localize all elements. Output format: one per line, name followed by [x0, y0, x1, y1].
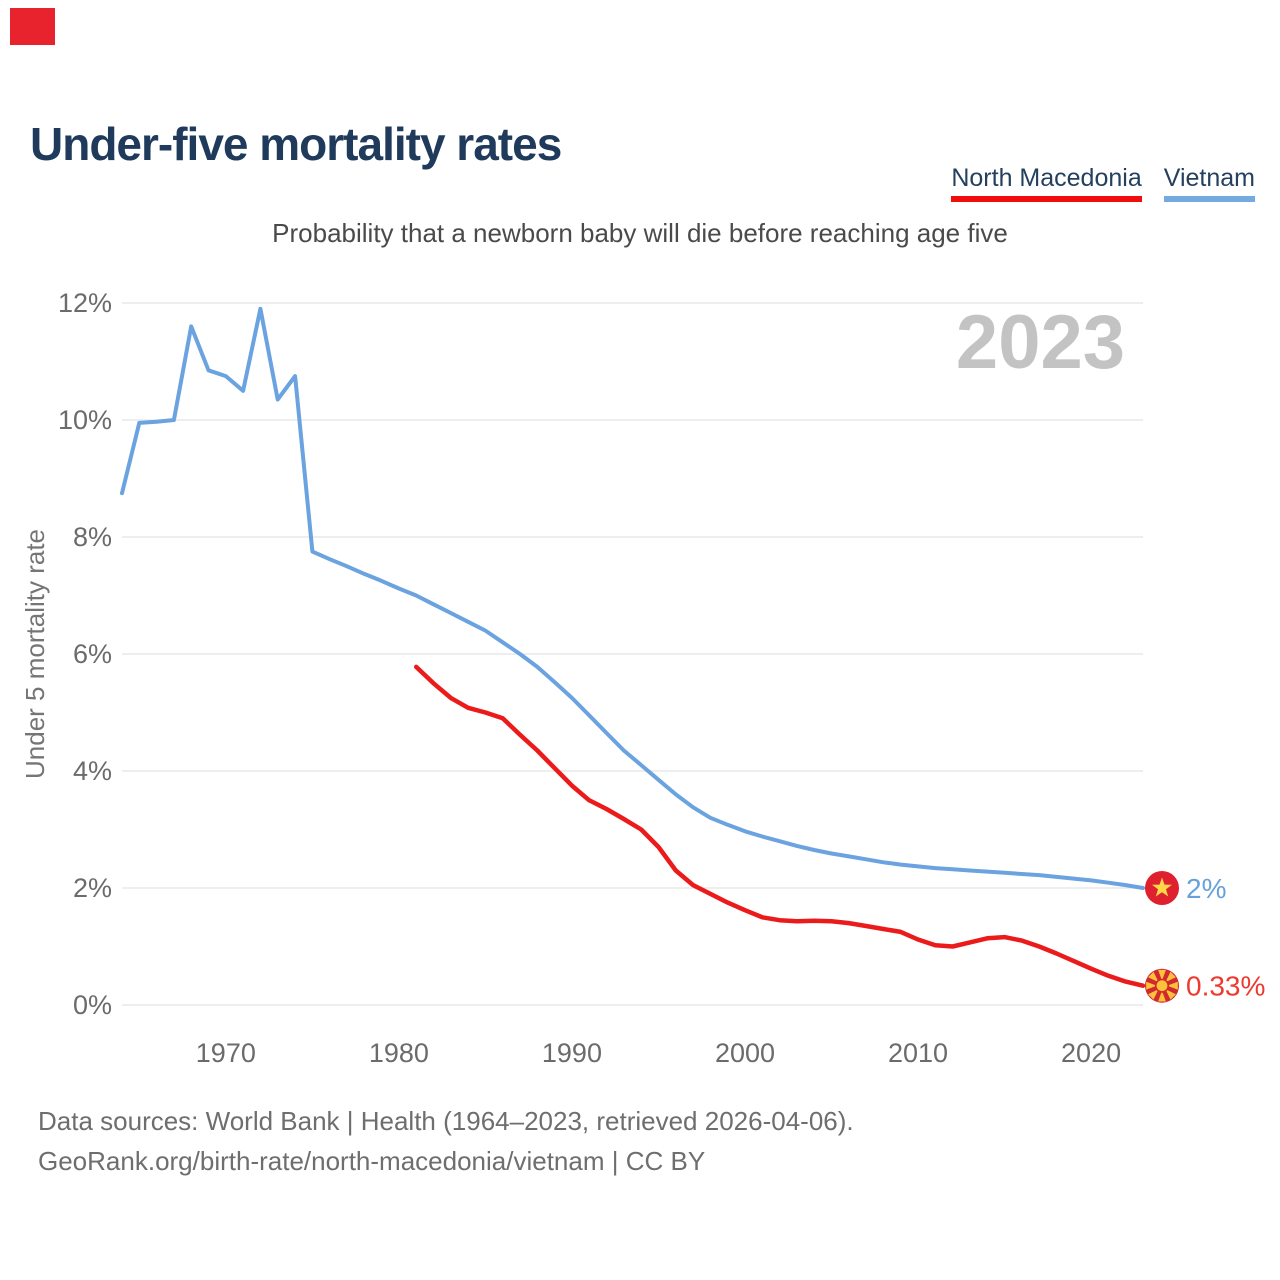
sun-ray-icon — [1158, 969, 1166, 979]
sun-center-icon — [1156, 980, 1168, 992]
y-tick-label: 4% — [73, 756, 112, 786]
red-corner-marker — [10, 8, 55, 45]
y-tick-label: 10% — [58, 405, 112, 435]
legend: North Macedonia Vietnam — [951, 164, 1255, 202]
data-sources-text: Data sources: World Bank | Health (1964–… — [38, 1106, 854, 1136]
chart-subtitle: Probability that a newborn baby will die… — [272, 218, 1008, 248]
y-axis-label: Under 5 mortality rate — [20, 529, 50, 779]
y-tick-label: 8% — [73, 522, 112, 552]
x-tick-label: 2010 — [888, 1038, 948, 1068]
x-tick-label: 1980 — [369, 1038, 429, 1068]
sun-ray-icon — [1166, 971, 1176, 982]
y-tick-label: 0% — [73, 990, 112, 1020]
y-tick-label: 2% — [73, 873, 112, 903]
x-tick-label: 2020 — [1061, 1038, 1121, 1068]
legend-item-vietnam[interactable]: Vietnam — [1163, 164, 1255, 202]
vietnam-end-value-label: 2% — [1186, 873, 1226, 904]
x-tick-label: 1990 — [542, 1038, 602, 1068]
star-emblem-icon — [1152, 877, 1172, 897]
x-tick-label: 1970 — [196, 1038, 256, 1068]
sun-ray-icon — [1146, 981, 1155, 990]
vietnam-line — [120, 306, 1145, 890]
sun-ray-icon — [1166, 990, 1176, 1000]
sun-ray-icon — [1158, 992, 1166, 1002]
y-tick-label: 12% — [58, 288, 112, 318]
x-tick-label: 2000 — [715, 1038, 775, 1068]
sun-ray-icon — [1148, 990, 1158, 1000]
attribution-text: GeoRank.org/birth-rate/north-macedonia/v… — [38, 1146, 706, 1176]
sun-ray-icon — [1148, 971, 1158, 982]
legend-item-north-macedonia[interactable]: North Macedonia — [951, 164, 1142, 202]
north-macedonia-end-value-label: 0.33% — [1186, 971, 1265, 1002]
sun-ray-icon — [1169, 981, 1178, 990]
y-tick-label: 6% — [73, 639, 112, 669]
watermark-year: 2023 — [956, 300, 1125, 385]
page-title: Under-five mortality rates — [30, 117, 562, 170]
north-macedonia-line — [413, 664, 1146, 988]
